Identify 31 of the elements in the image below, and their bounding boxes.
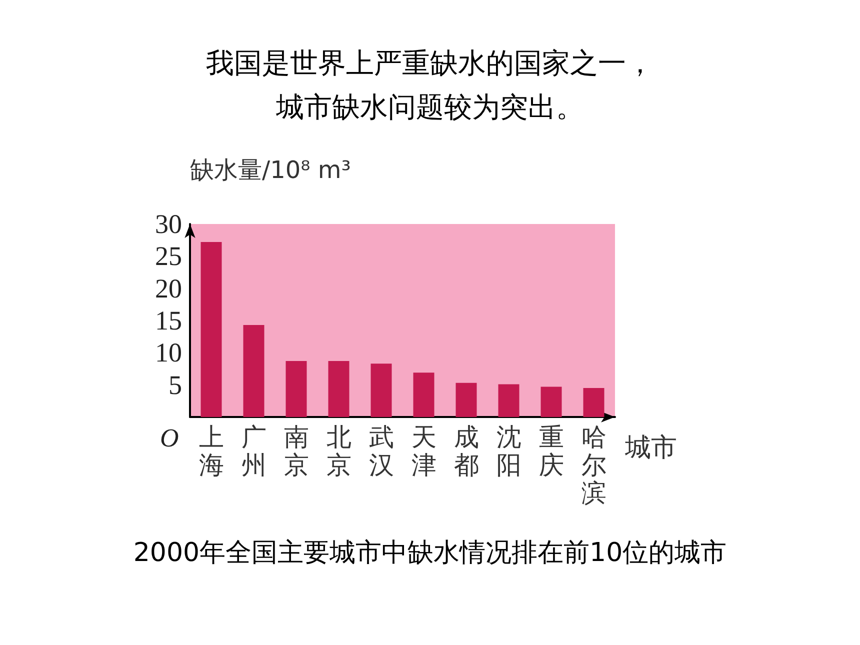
chart-title: 我国是世界上严重缺水的国家之一，城市缺水问题较为突出。 xyxy=(206,46,654,124)
bar xyxy=(498,384,520,417)
y-tick-label: 30 xyxy=(155,209,182,239)
text: O xyxy=(160,424,179,452)
bar xyxy=(456,382,477,417)
x-tick-label: 广州 xyxy=(241,422,266,480)
text: 2000年全国主要城市中缺水情况排在前10位的城市 xyxy=(133,538,727,568)
x-tick-label: 北京 xyxy=(326,422,352,480)
x-tick-label: 重庆 xyxy=(538,422,564,480)
x-tick-label: 武汉 xyxy=(368,422,394,480)
bar xyxy=(328,361,350,417)
y-tick-label: 20 xyxy=(155,273,182,304)
y-tick-label: 10 xyxy=(155,338,182,368)
bar xyxy=(413,372,434,417)
x-tick-label: 成都 xyxy=(454,422,479,480)
bar xyxy=(243,325,264,417)
bar xyxy=(540,386,562,417)
x-tick-label: 天津 xyxy=(411,422,436,480)
y-tick-label: 25 xyxy=(155,241,182,272)
x-axis-title: 城市 xyxy=(624,433,677,463)
bar xyxy=(286,361,307,417)
y-tick-label: 5 xyxy=(168,370,182,400)
x-tick-label: 哈尔滨 xyxy=(581,422,606,508)
y-axis-title: 缺水量/10⁸ m³ xyxy=(190,156,351,184)
y-tick-label: 15 xyxy=(155,306,182,336)
bar xyxy=(200,242,222,417)
x-tick-label: 南京 xyxy=(284,422,309,480)
x-tick-label: 沈阳 xyxy=(496,422,522,480)
bar xyxy=(583,388,604,417)
bar xyxy=(370,364,392,417)
x-tick-label: 上海 xyxy=(198,422,224,480)
